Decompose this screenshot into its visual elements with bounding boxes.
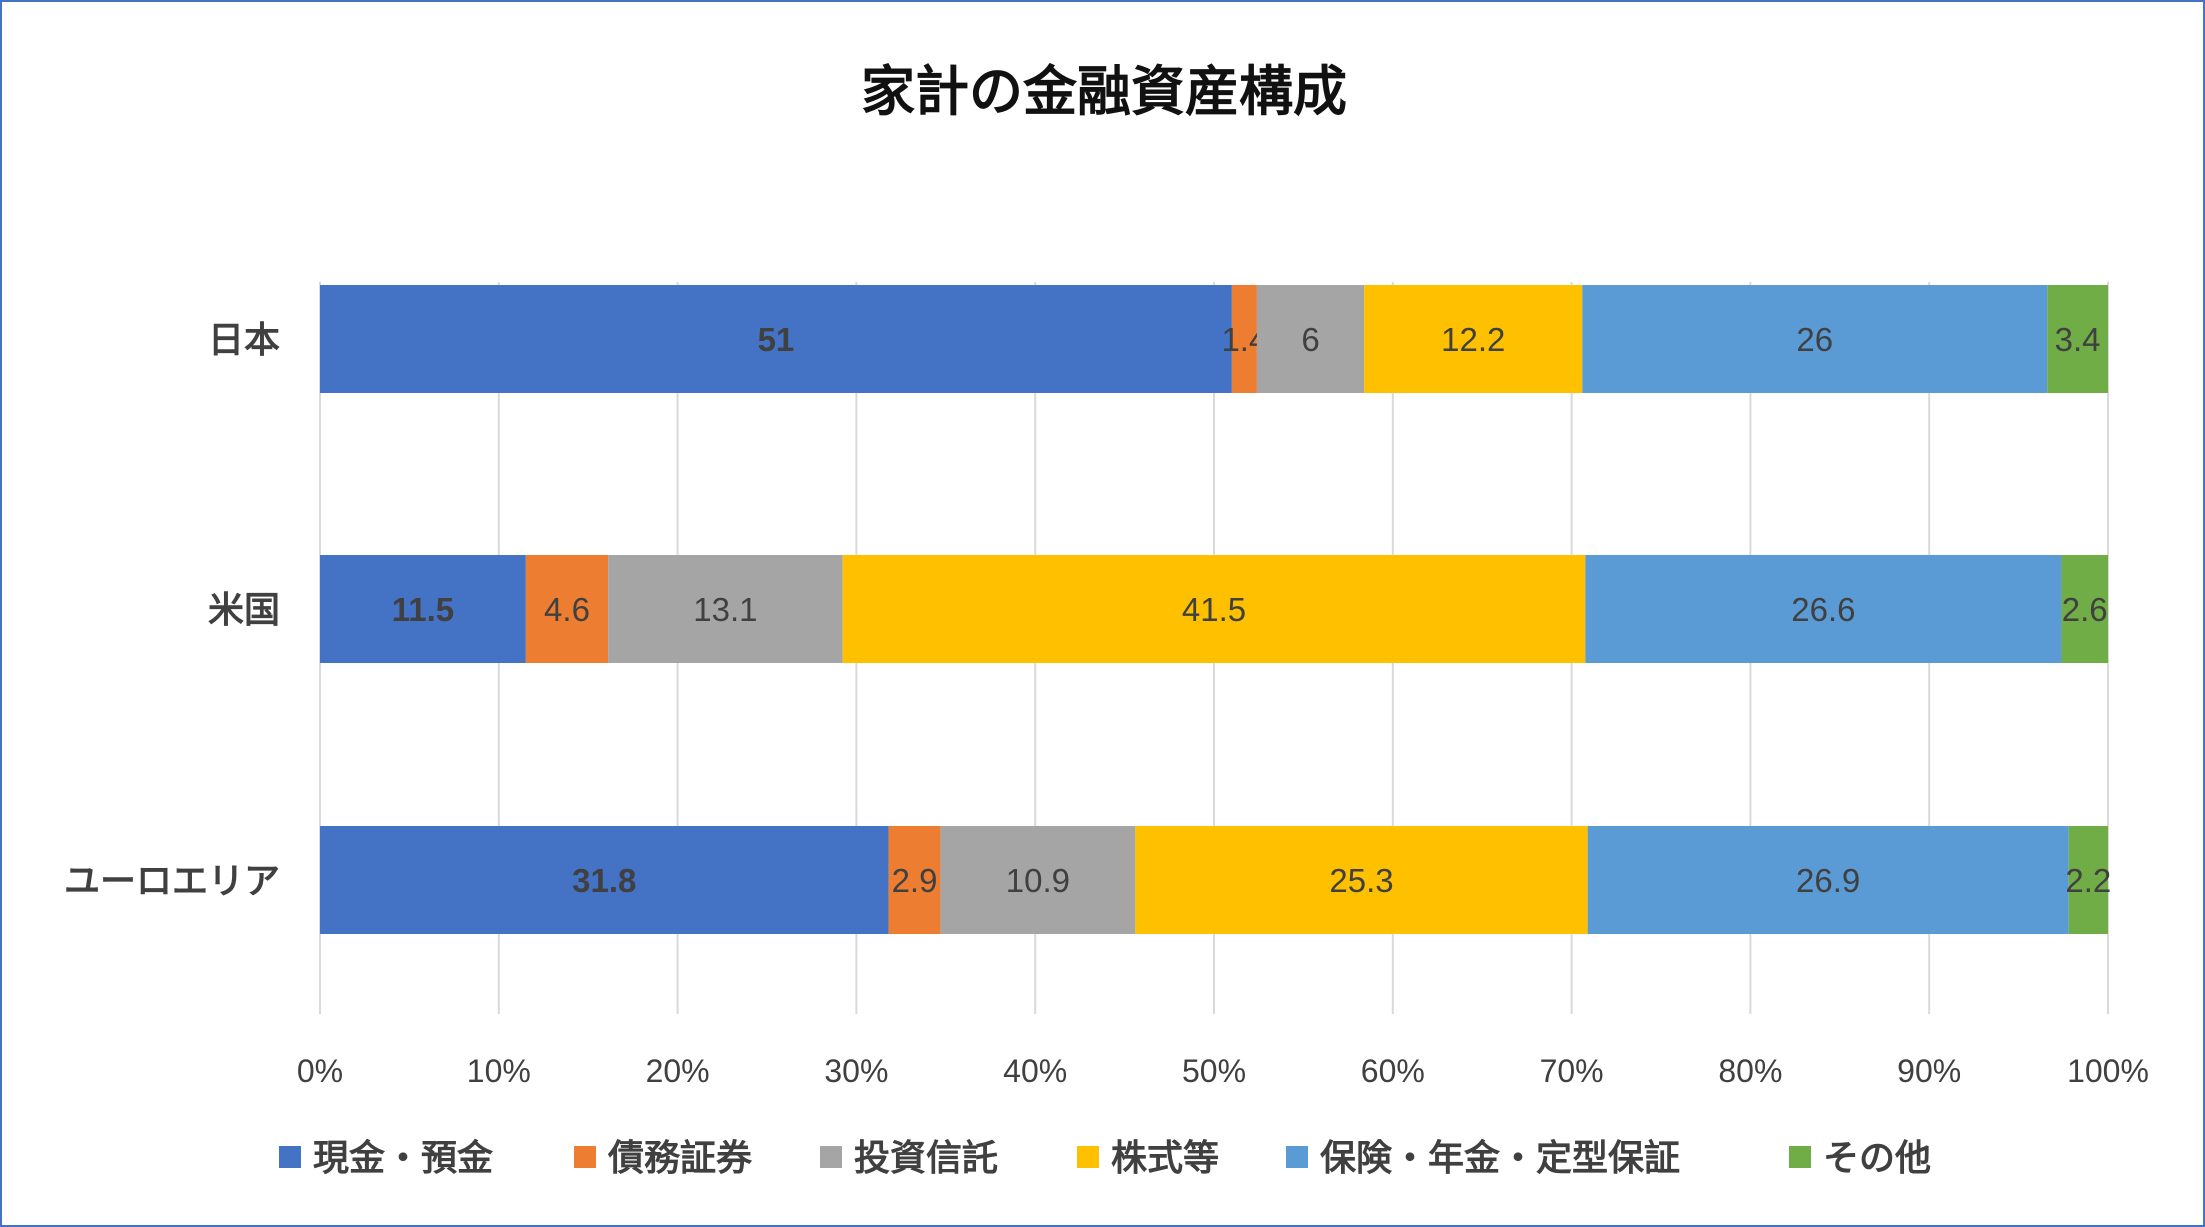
bar-segment [2068, 826, 2108, 934]
legend-label: 株式等 [1111, 1138, 1219, 1179]
legend: 現金・預金 債務証券 投資信託 株式等 保険・年金・定型保証 その他 [279, 1137, 1931, 1179]
bar-segment [2061, 555, 2108, 663]
bar-segment [1587, 826, 2069, 934]
data-label: 25.3 [1329, 862, 1393, 899]
data-label: 26.6 [1791, 591, 1855, 628]
legend-swatch [1789, 1146, 1811, 1168]
bar-segment [842, 555, 1586, 663]
bar-segment [525, 555, 609, 663]
legend-label: 投資信託 [854, 1138, 998, 1179]
bar-segment [608, 555, 843, 663]
category-label: 米国 [208, 590, 280, 631]
x-tick-label: 30% [824, 1053, 888, 1089]
data-label: 12.2 [1441, 321, 1505, 358]
x-tick-label: 70% [1540, 1053, 1604, 1089]
data-label: 31.8 [572, 862, 636, 899]
x-tick-label: 90% [1897, 1053, 1961, 1089]
legend-swatch [574, 1146, 596, 1168]
legend-swatch [1077, 1146, 1099, 1168]
x-tick-label: 80% [1718, 1053, 1782, 1089]
data-label: 2.9 [892, 862, 938, 899]
bar-segment [320, 826, 889, 934]
legend-label: 保険・年金・定型保証 [1320, 1137, 1680, 1179]
data-label: 10.9 [1006, 862, 1070, 899]
data-label: 6 [1301, 321, 1319, 358]
legend-swatch [279, 1146, 301, 1168]
legend-label: 債務証券 [607, 1138, 753, 1179]
chart-title: 家計の金融資産構成 [861, 60, 1347, 123]
legend-label: その他 [1823, 1138, 1931, 1179]
data-label: 4.6 [544, 591, 590, 628]
data-label: 26 [1796, 321, 1833, 358]
bar-segment [1585, 555, 2062, 663]
data-label: 3.4 [2055, 321, 2101, 358]
legend-swatch [820, 1146, 842, 1168]
bar-segment [320, 285, 1232, 393]
data-label: 13.1 [693, 591, 757, 628]
category-label: 日本 [208, 320, 280, 361]
bar-segment [1582, 285, 2048, 393]
data-label: 41.5 [1182, 591, 1246, 628]
bar-segment [2047, 285, 2108, 393]
bar-segment [1364, 285, 1583, 393]
data-label: 2.2 [2065, 862, 2111, 899]
data-label: 2.6 [2062, 591, 2108, 628]
x-tick-label: 0% [297, 1053, 343, 1089]
x-tick-label: 60% [1361, 1053, 1425, 1089]
legend-label: 現金・預金 [313, 1137, 494, 1179]
x-tick-label: 40% [1003, 1053, 1067, 1089]
x-tick-label: 50% [1182, 1053, 1246, 1089]
bar-segment [940, 826, 1136, 934]
bar-segment [888, 826, 941, 934]
x-tick-label: 20% [646, 1053, 710, 1089]
data-label: 51 [758, 321, 795, 358]
bars: 51 1.4 6 12.2 26 3.411.5 4.6 13.1 41.5 26.6 2.631.… [320, 285, 2111, 934]
data-label: 11.5 [392, 591, 454, 628]
bar-segment [320, 555, 526, 663]
legend-swatch [1286, 1146, 1308, 1168]
x-tick-label: 100% [2067, 1053, 2149, 1089]
bar-segment [1231, 285, 1257, 393]
bar-segment [1256, 285, 1365, 393]
bar-segment [1135, 826, 1588, 934]
data-label: 26.9 [1796, 862, 1860, 899]
x-tick-label: 10% [467, 1053, 531, 1089]
x-axis-ticks: 0% 10% 20% 30% 40% 50% 60% 70% 80% 90% 100% [297, 1053, 2149, 1089]
category-label: ユーロエリア [64, 861, 280, 902]
